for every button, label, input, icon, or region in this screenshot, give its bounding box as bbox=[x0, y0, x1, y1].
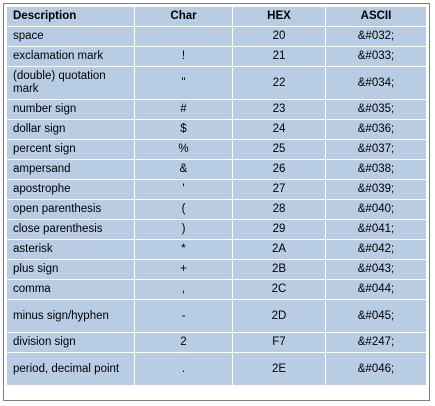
ascii-cell: &#035; bbox=[325, 99, 427, 120]
description-cell: division sign bbox=[6, 332, 135, 353]
description-cell: percent sign bbox=[6, 139, 135, 160]
char-cell: - bbox=[134, 299, 233, 333]
table-row: exclamation mark ! 21 &#033; bbox=[6, 46, 427, 67]
char-cell: , bbox=[134, 279, 233, 300]
ascii-cell: &#039; bbox=[325, 179, 427, 200]
hex-cell: 26 bbox=[232, 159, 326, 180]
hex-cell: F7 bbox=[232, 332, 326, 353]
char-cell: ' bbox=[134, 179, 233, 200]
ascii-cell: &#038; bbox=[325, 159, 427, 180]
table-row: space 20 &#032; bbox=[6, 26, 427, 47]
description-cell: apostrophe bbox=[6, 179, 135, 200]
header-row: Description Char HEX ASCII bbox=[6, 6, 427, 27]
hex-cell: 21 bbox=[232, 46, 326, 67]
table-row: minus sign/hyphen - 2D &#045; bbox=[6, 299, 427, 333]
char-cell: . bbox=[134, 352, 233, 386]
char-cell: ) bbox=[134, 219, 233, 240]
hex-cell: 24 bbox=[232, 119, 326, 140]
ascii-table: Description Char HEX ASCII space 20 &#03… bbox=[6, 6, 427, 386]
description-cell: space bbox=[6, 26, 135, 47]
table-row: comma , 2C &#044; bbox=[6, 279, 427, 300]
description-cell: comma bbox=[6, 279, 135, 300]
ascii-cell: &#043; bbox=[325, 259, 427, 280]
table-row: ampersand & 26 &#038; bbox=[6, 159, 427, 180]
table-row: plus sign + 2B &#043; bbox=[6, 259, 427, 280]
char-cell: 2 bbox=[134, 332, 233, 353]
ascii-cell: &#044; bbox=[325, 279, 427, 300]
hex-cell: 2A bbox=[232, 239, 326, 260]
table-frame: Description Char HEX ASCII space 20 &#03… bbox=[3, 3, 430, 401]
table-row: division sign 2 F7 &#247; bbox=[6, 332, 427, 353]
description-cell: exclamation mark bbox=[6, 46, 135, 67]
table-row: open parenthesis ( 28 &#040; bbox=[6, 199, 427, 220]
table-row: number sign # 23 &#035; bbox=[6, 99, 427, 120]
char-cell: % bbox=[134, 139, 233, 160]
ascii-cell: &#042; bbox=[325, 239, 427, 260]
table-row: dollar sign $ 24 &#036; bbox=[6, 119, 427, 140]
ascii-cell: &#037; bbox=[325, 139, 427, 160]
description-cell: dollar sign bbox=[6, 119, 135, 140]
description-cell: number sign bbox=[6, 99, 135, 120]
table-row: asterisk * 2A &#042; bbox=[6, 239, 427, 260]
char-cell: * bbox=[134, 239, 233, 260]
ascii-cell: &#036; bbox=[325, 119, 427, 140]
description-cell: open parenthesis bbox=[6, 199, 135, 220]
column-header-description: Description bbox=[6, 6, 135, 27]
table-row: (double) quotation mark " 22 &#034; bbox=[6, 66, 427, 100]
hex-cell: 27 bbox=[232, 179, 326, 200]
ascii-cell: &#034; bbox=[325, 66, 427, 100]
char-cell: + bbox=[134, 259, 233, 280]
hex-cell: 2B bbox=[232, 259, 326, 280]
description-cell: close parenthesis bbox=[6, 219, 135, 240]
description-cell: asterisk bbox=[6, 239, 135, 260]
description-cell: period, decimal point bbox=[6, 352, 135, 386]
table-row: percent sign % 25 &#037; bbox=[6, 139, 427, 160]
char-cell: # bbox=[134, 99, 233, 120]
hex-cell: 25 bbox=[232, 139, 326, 160]
hex-cell: 22 bbox=[232, 66, 326, 100]
char-cell: ( bbox=[134, 199, 233, 220]
table-row: close parenthesis ) 29 &#041; bbox=[6, 219, 427, 240]
column-header-ascii: ASCII bbox=[325, 6, 427, 27]
hex-cell: 28 bbox=[232, 199, 326, 220]
char-cell: ! bbox=[134, 46, 233, 67]
ascii-cell: &#040; bbox=[325, 199, 427, 220]
char-cell: " bbox=[134, 66, 233, 100]
ascii-cell: &#247; bbox=[325, 332, 427, 353]
hex-cell: 23 bbox=[232, 99, 326, 120]
description-cell: ampersand bbox=[6, 159, 135, 180]
ascii-cell: &#032; bbox=[325, 26, 427, 47]
char-cell: & bbox=[134, 159, 233, 180]
hex-cell: 2C bbox=[232, 279, 326, 300]
ascii-cell: &#045; bbox=[325, 299, 427, 333]
hex-cell: 20 bbox=[232, 26, 326, 47]
ascii-cell: &#033; bbox=[325, 46, 427, 67]
hex-cell: 2E bbox=[232, 352, 326, 386]
table-row: period, decimal point . 2E &#046; bbox=[6, 352, 427, 386]
description-cell: plus sign bbox=[6, 259, 135, 280]
hex-cell: 29 bbox=[232, 219, 326, 240]
column-header-char: Char bbox=[134, 6, 233, 27]
ascii-cell: &#041; bbox=[325, 219, 427, 240]
char-cell: $ bbox=[134, 119, 233, 140]
ascii-cell: &#046; bbox=[325, 352, 427, 386]
description-cell: minus sign/hyphen bbox=[6, 299, 135, 333]
hex-cell: 2D bbox=[232, 299, 326, 333]
char-cell bbox=[134, 26, 233, 47]
column-header-hex: HEX bbox=[232, 6, 326, 27]
description-cell: (double) quotation mark bbox=[6, 66, 135, 100]
table-row: apostrophe ' 27 &#039; bbox=[6, 179, 427, 200]
